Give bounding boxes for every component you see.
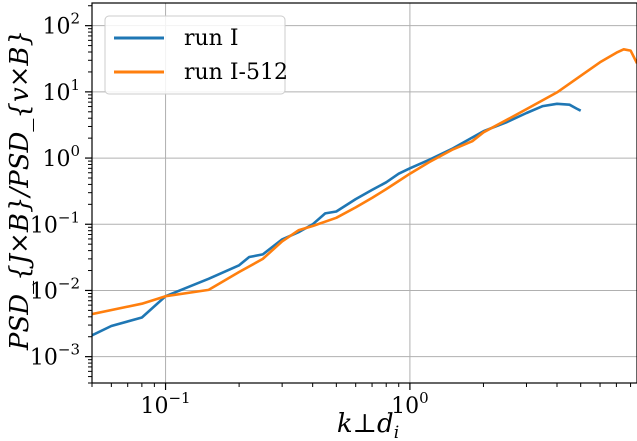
x-tick-label: 10−1 (140, 389, 190, 419)
y-tick-label-base: 10 (30, 279, 58, 304)
x-tick-label-exponent: −1 (168, 389, 190, 407)
legend-box (104, 15, 286, 95)
y-tick-label: 102 (42, 10, 80, 40)
series-layer (92, 48, 637, 337)
y-tick-label-base: 10 (30, 346, 58, 371)
series-line-run-i-512 (92, 48, 637, 316)
legend-label-run-i: run I (184, 26, 239, 51)
legend: run I run I-512 (104, 15, 288, 95)
y-axis-label: PSD_{J×B}/PSD_{v×B} (5, 30, 35, 351)
x-axis-label-subscript: i (394, 423, 399, 441)
y-tick-label: 10−3 (30, 341, 80, 371)
y-tick-label-base: 10 (42, 15, 70, 40)
y-tick-label-exponent: 1 (70, 76, 80, 94)
minor-ticks (88, 5, 632, 387)
y-tick-label-base: 10 (30, 213, 58, 238)
y-tick-label-exponent: 0 (70, 142, 80, 160)
x-tick-label-exponent: 0 (419, 389, 429, 407)
y-tick-label-exponent: −1 (58, 208, 80, 226)
y-tick-label: 100 (42, 142, 80, 172)
x-tick-label-base: 10 (391, 394, 419, 419)
y-tick-label: 10−1 (30, 208, 80, 238)
y-tick-label: 10−2 (30, 274, 80, 304)
x-tick-label-base: 10 (140, 394, 168, 419)
x-axis-label: k⊥di (337, 409, 399, 441)
y-tick-label-exponent: 2 (70, 10, 80, 28)
x-tick-label: 100 (391, 389, 429, 419)
legend-label-run-i-512: run I-512 (184, 60, 288, 85)
y-tick-label-exponent: −3 (58, 341, 80, 359)
y-tick-label-base: 10 (42, 81, 70, 106)
series-line-run-i (92, 102, 582, 337)
y-tick-label-exponent: −2 (58, 274, 80, 292)
y-tick-label: 101 (42, 76, 80, 106)
y-tick-label-base: 10 (42, 147, 70, 172)
major-ticks (85, 25, 411, 390)
